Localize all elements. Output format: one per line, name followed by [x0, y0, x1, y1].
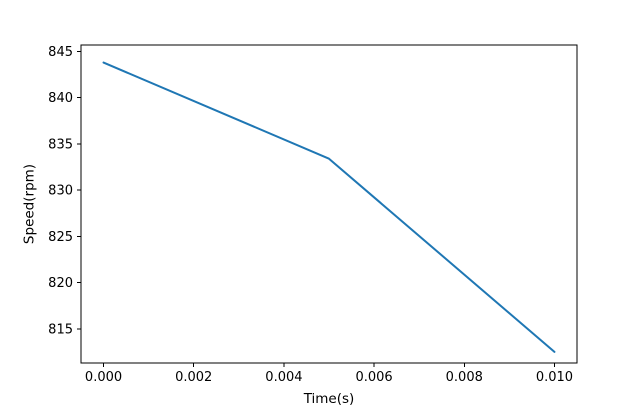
y-tick-label: 830 [48, 184, 73, 199]
x-tick-label: 0.008 [446, 370, 483, 385]
y-axis-label: Speed(rpm) [22, 164, 38, 244]
x-tick-label: 0.006 [355, 370, 392, 385]
x-tick-label: 0.010 [536, 370, 573, 385]
plot-area-border [80, 44, 578, 364]
y-tick-label: 840 [48, 91, 73, 106]
x-axis-label: Time(s) [303, 391, 355, 407]
speed-line [102, 61, 556, 353]
y-tick-label: 820 [48, 276, 73, 291]
x-tick-label: 0.000 [85, 370, 122, 385]
y-tick-label: 815 [48, 322, 73, 337]
axis-ticks: 0.000 0.002 0.004 0.006 0.008 0.010 815 820 825 8… [48, 45, 573, 385]
y-tick-label: 825 [48, 230, 73, 245]
data-series [102, 61, 556, 353]
x-tick-label: 0.002 [175, 370, 212, 385]
y-tick-label: 845 [48, 45, 73, 60]
x-tick-label: 0.004 [265, 370, 302, 385]
y-tick-label: 835 [48, 137, 73, 152]
